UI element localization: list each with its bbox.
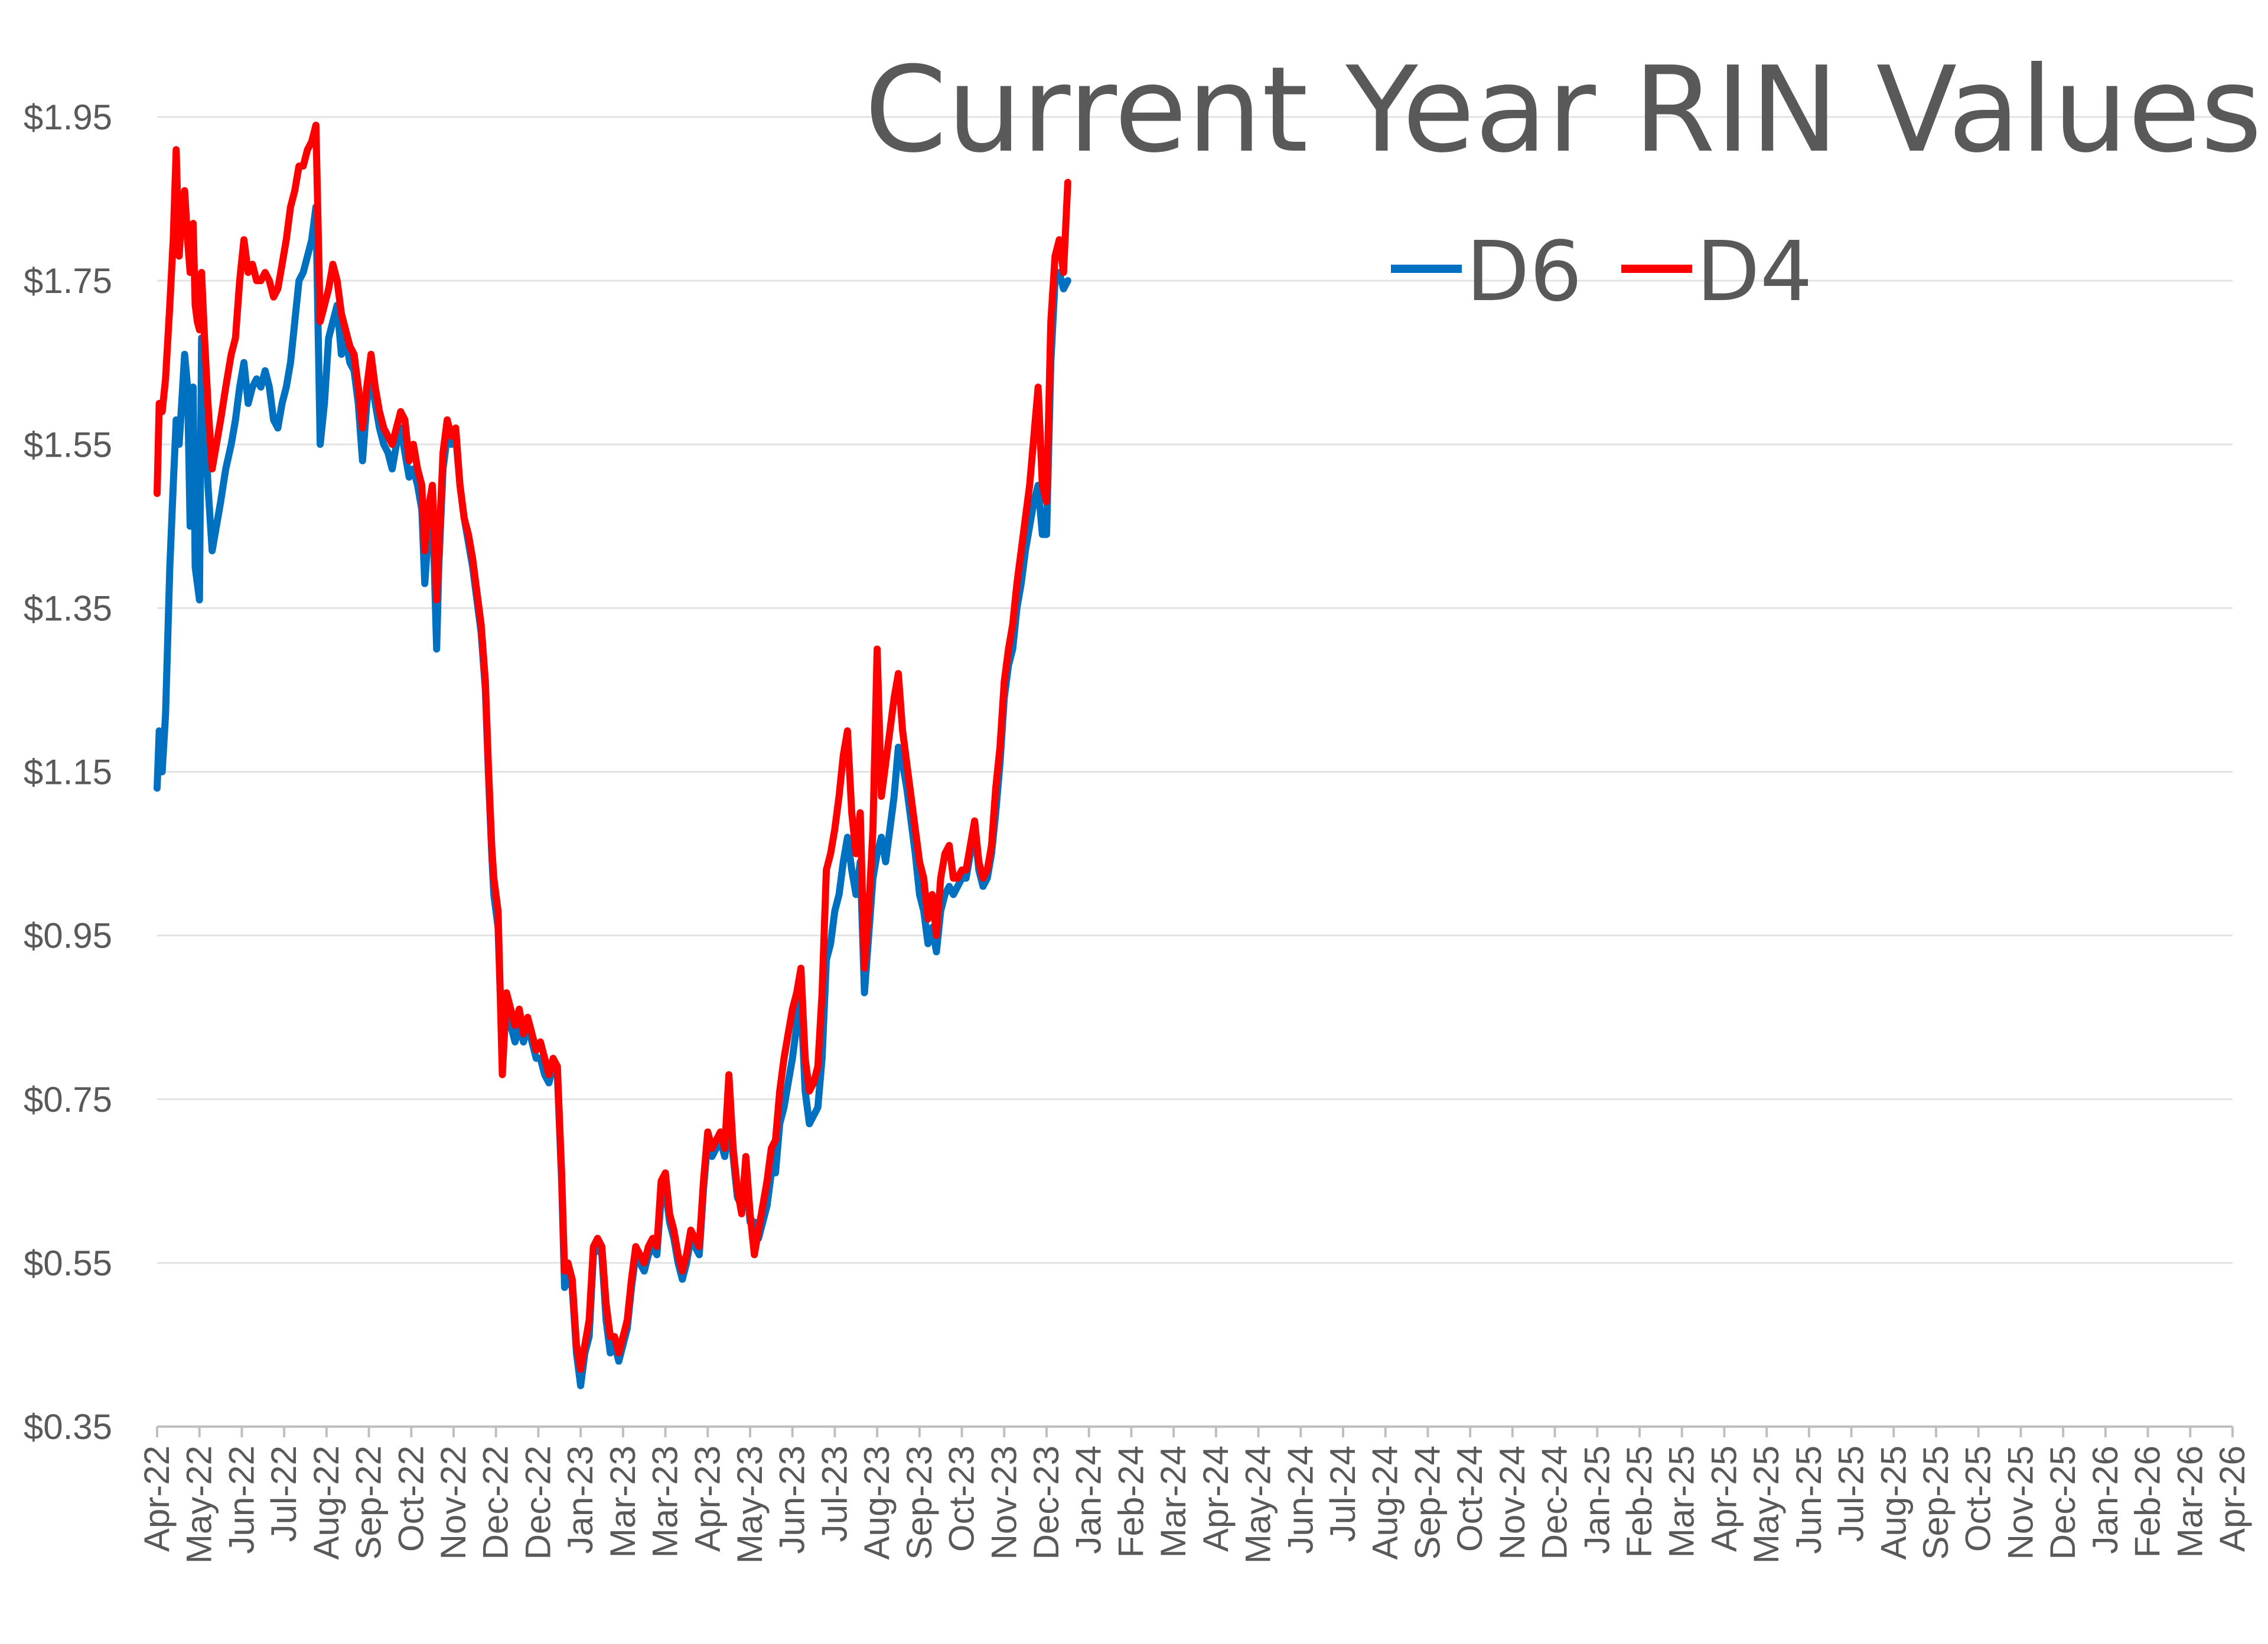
x-tick-label: Oct-22 [391,1446,431,1552]
x-tick-label: Aug-22 [307,1446,346,1560]
x-tick-label: May-24 [1239,1446,1278,1564]
x-tick-label: Apr-22 [137,1446,177,1552]
x-tick-label: Sep-24 [1407,1446,1447,1560]
x-tick-label: Aug-24 [1366,1446,1405,1560]
x-tick-label: Oct-23 [942,1446,982,1552]
x-tick-label: May-23 [730,1446,770,1564]
x-tick-label: Jan-24 [1069,1446,1109,1554]
legend-label-d6: D6 [1466,224,1582,320]
y-tick-label: $1.55 [24,425,112,464]
x-tick-label: Dec-22 [476,1446,516,1560]
y-tick-label: $0.95 [24,916,112,956]
y-tick-label: $1.15 [24,753,112,792]
x-tick-label: Jun-22 [221,1446,261,1554]
x-tick-label: Jul-25 [1832,1446,1871,1542]
x-tick-label: Nov-24 [1493,1446,1532,1560]
y-tick-label: $0.35 [24,1407,112,1447]
x-tick-label: Feb-24 [1111,1446,1151,1558]
x-tick-label: Aug-25 [1873,1446,1913,1560]
y-tick-label: $0.55 [24,1243,112,1283]
x-tick-label: May-25 [1746,1446,1786,1564]
x-tick-label: Dec-25 [2043,1446,2083,1560]
x-tick-label: Apr-23 [687,1446,727,1552]
x-tick-label: Apr-26 [2212,1446,2252,1552]
x-tick-label: Mar-24 [1153,1446,1193,1558]
x-tick-label: Apr-24 [1196,1446,1236,1552]
legend: D6 D4 [1391,224,1813,320]
series-lines [154,121,1071,1389]
x-tick-label: Jul-24 [1323,1446,1363,1542]
x-tick-label: Apr-25 [1704,1446,1744,1552]
x-tick-label: Mar-23 [646,1446,685,1558]
x-tick-label: Jun-24 [1280,1446,1320,1554]
series-line-d4 [154,121,1071,1373]
x-tick-label: Dec-22 [518,1446,558,1560]
y-tick-label: $1.95 [24,97,112,137]
x-tick-label: Nov-25 [2000,1446,2040,1560]
x-tick-label: Sep-22 [349,1446,389,1560]
x-tick-label: Mar-25 [1662,1446,1702,1558]
x-tick-label: Sep-25 [1916,1446,1956,1560]
x-tick-label: Jan-26 [2085,1446,2125,1554]
x-tick-label: Jun-23 [773,1446,812,1554]
x-tick-label: Feb-26 [2128,1446,2168,1558]
legend-label-d4: D4 [1696,224,1813,320]
x-tick-label: Sep-23 [900,1446,939,1560]
x-tick-label: Feb-25 [1619,1446,1659,1558]
x-tick-label: Jan-25 [1577,1446,1617,1554]
x-tick-label: Nov-23 [984,1446,1024,1560]
axes: $0.35 $0.55 $0.75 $0.95 $1.15 $1.35 $1.55 $1.75… [24,97,2252,1564]
y-tick-label: $0.75 [24,1080,112,1119]
x-tick-label: Jun-25 [1789,1446,1829,1554]
x-tick-label: Dec-24 [1535,1446,1575,1560]
x-tick-label: Jan-23 [561,1446,600,1554]
x-tick-label: Nov-22 [434,1446,473,1560]
x-tick-label: Mar-23 [603,1446,643,1558]
y-tick-label: $1.35 [24,588,112,628]
x-tick-label: Oct-25 [1959,1446,1998,1552]
x-tick-label: Aug-23 [857,1446,897,1560]
x-tick-label: Dec-23 [1027,1446,1066,1560]
x-tick-label: Mar-26 [2170,1446,2210,1558]
y-tick-label: $1.75 [24,261,112,301]
gridlines [157,116,2233,1264]
x-tick-label: Oct-24 [1450,1446,1490,1552]
chart-title: Current Year RIN Values [865,41,2262,179]
x-tick-label: Jul-23 [814,1446,854,1542]
x-tick-label: May-22 [180,1446,219,1564]
x-tick-label: Jul-22 [264,1446,304,1542]
